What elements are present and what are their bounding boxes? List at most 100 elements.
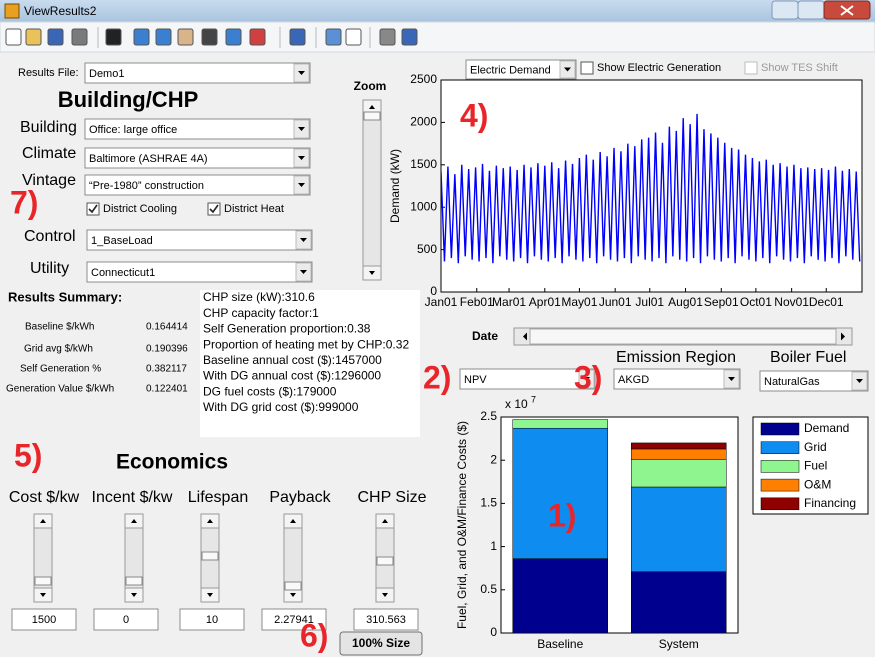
toolbar-icon[interactable] [289,28,306,46]
checkbox[interactable] [86,202,100,216]
input-label: CHP Size [357,489,426,506]
slider-track[interactable] [362,99,382,281]
slider-thumb[interactable] [284,581,302,591]
input-label: Cost $/kw [9,489,80,506]
input-box[interactable] [179,608,245,631]
dropdown[interactable] [459,368,596,390]
toolbar-icon[interactable] [177,28,194,46]
field-label: Results File: [18,67,79,79]
toolbar-icon[interactable] [401,28,418,46]
dropdown[interactable] [84,62,311,84]
toolbar-icons [5,27,418,48]
checkbox[interactable] [207,202,221,216]
maximize-button[interactable] [797,0,825,20]
input-box[interactable] [353,608,419,631]
annotation: 5) [14,437,42,473]
slider-down-arrow [369,271,375,275]
dropdown-value: AKGD [618,374,649,386]
toolbar-icon[interactable] [325,28,342,46]
input-label: Payback [269,489,331,506]
x-tick-label: Jun01 [599,295,632,309]
dropdown[interactable] [84,118,311,140]
toolbar-icon[interactable] [249,28,266,46]
scroll-thumb[interactable] [529,328,837,345]
toolbar-icon[interactable] [345,28,362,46]
legend-swatch [760,422,800,436]
toolbar-icon[interactable] [225,28,242,46]
y-tick-label: 2000 [410,115,437,129]
slider-thumb[interactable] [201,551,219,561]
field-label: Building [20,119,77,136]
slider-down-arrow [290,593,296,597]
x-tick-label: Sep01 [704,295,739,309]
size-button[interactable] [339,631,423,656]
dropdown[interactable] [759,370,869,392]
x-tick-label: Jan01 [425,295,458,309]
toolbar-icon[interactable] [25,28,42,46]
annotation: 1) [548,497,576,533]
dropdown-arrow [300,270,307,274]
field-label: Climate [22,145,76,162]
x-tick-label: Oct01 [740,295,772,309]
slider-thumb[interactable] [34,576,52,586]
axis-title: Date [472,329,498,343]
toolbar-icon[interactable] [133,28,150,46]
input-box[interactable] [11,608,77,631]
slider-down-arrow [40,593,46,597]
summary-value: 0.382117 [146,364,187,375]
toolbar-icon[interactable] [379,28,396,46]
slider-down-arrow [131,593,137,597]
details-line: CHP capacity factor:1 [203,306,319,320]
bar-segment [512,427,608,559]
toolbar-icon[interactable] [105,28,122,46]
y-tick-label: 2500 [410,72,437,86]
legend-swatch [760,478,800,492]
toolbar-icon[interactable] [47,28,64,46]
input-box[interactable] [93,608,159,631]
input-label: Incent $/kw [92,489,173,506]
input-box[interactable] [261,608,327,631]
slider-thumb[interactable] [125,576,143,586]
dropdown-arrow [298,71,305,75]
bar-segment [631,442,727,450]
minimize-button[interactable] [771,0,799,20]
dropdown[interactable] [86,229,313,251]
dropdown[interactable] [465,59,577,80]
checkbox[interactable] [580,61,594,75]
input-value: 0 [123,614,129,626]
scroll-right-arrow [841,332,845,341]
toolbar-icon[interactable] [5,28,22,46]
input-label: Lifespan [188,489,249,506]
y-tick-label: 0 [490,625,497,639]
slider-thumb[interactable] [363,111,381,121]
dropdown[interactable] [84,174,311,196]
checkbox[interactable] [744,61,758,75]
y-tick-label: 1500 [410,157,437,171]
toolbar [0,21,875,53]
dropdown-value: Connecticut1 [91,267,155,279]
dropdown-arrow [856,379,863,383]
slider-thumb[interactable] [376,556,394,566]
section-heading: Building/CHP [58,87,199,112]
toolbar-icon[interactable] [155,28,172,46]
button-label: 100% Size [352,636,410,650]
dropdown[interactable] [84,147,311,169]
legend-swatch [760,460,800,473]
annotation: 6) [300,617,328,653]
dropdown[interactable] [86,261,313,283]
dropdown[interactable] [613,368,741,390]
y-tick-label: 1 [490,539,497,553]
legend-label: Demand [804,421,849,435]
checkbox-label: Show Electric Generation [597,62,721,74]
x-tick-label: Feb01 [460,295,494,309]
y-tick-label: 2 [490,452,497,466]
slider-up-arrow [382,519,388,523]
dropdown-value: Office: large office [89,124,177,136]
toolbar-icon[interactable] [201,28,218,46]
details-line: CHP size (kW):310.6 [203,290,315,304]
checkbox-label: District Cooling [103,203,177,215]
toolbar-icon[interactable] [71,28,88,46]
input-value: 2.27941 [274,614,314,626]
annotation: 2) [423,359,451,395]
